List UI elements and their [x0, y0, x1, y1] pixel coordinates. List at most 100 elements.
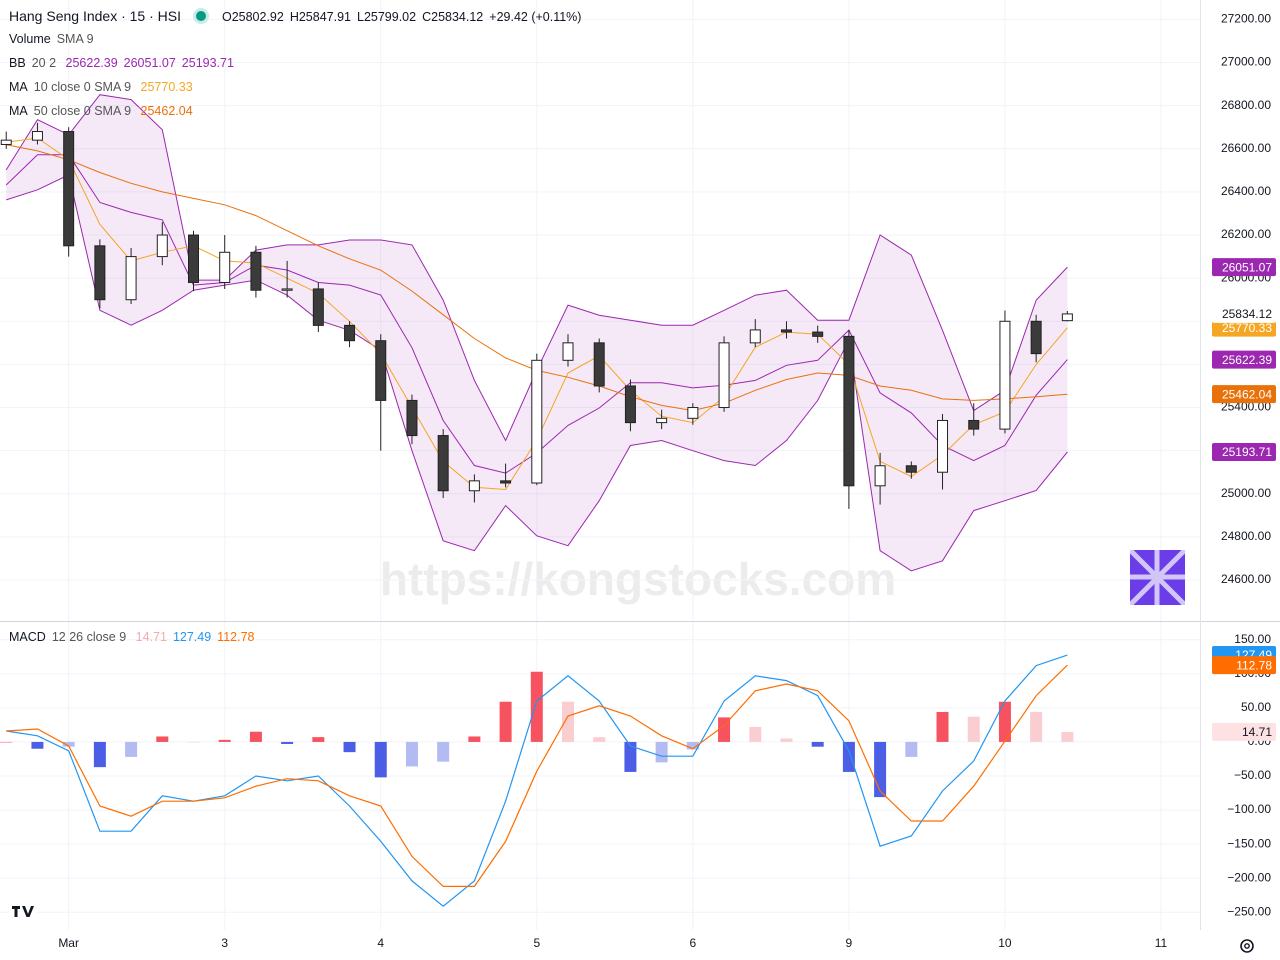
volume-legend: Volume SMA 9 [9, 32, 100, 46]
ohlc-high: H25847.91 [289, 10, 351, 24]
histogram-badge: 14.71 [1242, 725, 1272, 739]
y-tick-label: 26800.00 [1221, 98, 1271, 112]
y-tick-label: −50.00 [1234, 768, 1271, 782]
watermark: https://kongstocks.com [380, 553, 896, 605]
y-tick-label: −200.00 [1227, 870, 1271, 884]
candle-body [1061, 313, 1073, 322]
x-tick-label: 3 [221, 936, 228, 950]
histogram-bar [312, 737, 325, 742]
x-tick-label: 11 [1155, 936, 1168, 950]
candle-body [905, 465, 917, 473]
candle-body [687, 407, 699, 419]
histogram-bar [780, 738, 793, 742]
macd-badge: 112.78 [1236, 658, 1272, 672]
histogram-bar [499, 701, 512, 742]
y-tick-label: 24600.00 [1221, 572, 1271, 586]
histogram-bar [343, 741, 356, 753]
y-tick-label: 25400.00 [1221, 400, 1271, 414]
x-tick-label: 4 [377, 936, 384, 950]
bb-basis-badge-bg [1212, 350, 1276, 369]
last-price-badge-bg [1212, 304, 1276, 323]
histogram-bar [93, 741, 106, 768]
ohlc-close: C25834.12 [422, 10, 484, 24]
x-tick-label: 6 [690, 936, 697, 950]
candle-body [1030, 320, 1042, 355]
legend-value: 14.71 [135, 630, 167, 644]
bb-upper-badge-bg [1212, 258, 1276, 277]
logo [1128, 548, 1187, 607]
y-tick-label: 27200.00 [1221, 12, 1271, 26]
histogram-bar [62, 741, 75, 747]
bb-legend: BB 20 2 25622.39 26051.07 25193.71 [9, 56, 240, 70]
histogram-bar [249, 731, 262, 742]
legend-value: 127.49 [172, 630, 212, 644]
y-tick-label: −100.00 [1227, 802, 1271, 816]
y-tick-label: 27000.00 [1221, 55, 1271, 69]
y-tick-label: 24800.00 [1221, 529, 1271, 543]
ma-badge: 25770.33 [1222, 321, 1272, 335]
y-tick-label: 150.00 [1234, 632, 1271, 646]
histogram-bar [218, 739, 231, 742]
candle-body [874, 465, 886, 487]
histogram-bar [437, 741, 450, 762]
histogram-bar [31, 741, 44, 749]
ohlc-open: O25802.92 [221, 10, 284, 24]
settings-gear[interactable] [1240, 939, 1254, 953]
ohlc-change: +29.42 (+0.11%) [489, 10, 582, 24]
y-tick-label: −250.00 [1227, 904, 1271, 918]
histogram-bar [842, 741, 855, 772]
candle-body [63, 131, 75, 247]
legend-value: 112.78 [217, 630, 255, 644]
histogram-bar [905, 741, 918, 757]
histogram-bar [749, 726, 762, 742]
y-tick-label: 26200.00 [1221, 227, 1271, 241]
indicator-params: 20 2 [31, 56, 57, 70]
candle-body [562, 342, 574, 361]
candle-body [531, 359, 543, 484]
histogram-bar [405, 741, 418, 767]
indicator-params: 50 close 0 SMA 9 [33, 104, 132, 118]
ma-legend: MA 10 close 0 SMA 9 25770.33 [9, 80, 199, 94]
ma-badge-bg [1212, 385, 1276, 404]
candle-body [812, 331, 824, 337]
macd-badge-bg [1212, 656, 1276, 675]
y-tick-label: 25000.00 [1221, 486, 1271, 500]
y-tick-label: 50.00 [1241, 700, 1271, 714]
histogram-bar [593, 737, 606, 742]
macd-legend: MACD 12 26 close 9 14.71 127.49 112.78 [9, 630, 260, 644]
histogram-bar [187, 741, 200, 743]
x-tick-label: 5 [533, 936, 540, 950]
candle-body [375, 340, 387, 401]
histogram-bar [374, 741, 387, 778]
histogram-bar [936, 711, 949, 742]
histogram-bar [562, 701, 575, 742]
candle-body [156, 234, 168, 258]
candle-body [749, 329, 761, 344]
candle-body [593, 342, 605, 387]
last-price-badge: 25834.12 [1222, 307, 1272, 321]
tv-logo [9, 901, 37, 921]
histogram-bar [624, 741, 637, 772]
candle-body [281, 288, 293, 291]
macd-line [6, 664, 1068, 887]
histogram-bar [281, 741, 294, 744]
legend-value: 25770.33 [140, 80, 193, 94]
histogram-bar [1030, 711, 1043, 742]
ma-legend: MA 50 close 0 SMA 9 25462.04 [9, 104, 199, 118]
histogram-bar [125, 741, 138, 757]
candle-body [250, 251, 262, 291]
indicator-name: MA [9, 104, 28, 118]
candle-body [843, 335, 855, 487]
candle-body [406, 399, 418, 437]
indicator-name: MA [9, 80, 28, 94]
bb-lower-badge: 25193.71 [1222, 445, 1272, 459]
candle-body [437, 435, 449, 492]
histogram-bar [998, 701, 1011, 742]
histogram-bar [1061, 731, 1074, 742]
histogram-bar [811, 741, 824, 747]
histogram-bar [530, 671, 543, 742]
symbol-title: Hang Seng Index · 15 · HSI [9, 8, 181, 24]
histogram-bar [0, 741, 13, 743]
candle-body [94, 245, 106, 301]
